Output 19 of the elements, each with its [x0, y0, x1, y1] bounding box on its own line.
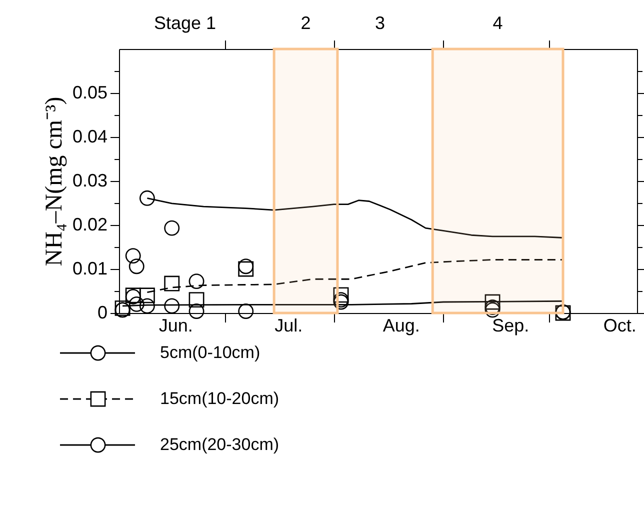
band-label: 4 [492, 13, 503, 33]
x-tick-label: Jul. [274, 316, 303, 336]
text: 3 [374, 13, 386, 33]
x-tick-label: Sep. [492, 316, 530, 336]
x-tick-label: Aug. [382, 316, 420, 336]
y-axis-title: NH₄–N(mg cm⁻³) [41, 96, 68, 266]
y-tick-label: 0.02 [72, 214, 108, 234]
text: Stage 1 [154, 13, 216, 33]
legend-label: 15cm(10-20cm) [160, 389, 280, 408]
y-tick-label: 0.04 [72, 126, 108, 146]
y-tick-label: 0.03 [72, 170, 108, 190]
x-tick-label: Oct. [603, 316, 636, 336]
band-label: 2 [300, 13, 311, 33]
y-tick-label: 0 [97, 302, 108, 322]
legend-label: 25cm(20-30cm) [160, 435, 280, 454]
legend-label: 5cm(0-10cm) [160, 343, 260, 362]
y-tick-label: 0.01 [72, 258, 108, 278]
y-tick-label: 0.05 [72, 82, 108, 102]
x-tick-label: Jun. [158, 316, 193, 336]
